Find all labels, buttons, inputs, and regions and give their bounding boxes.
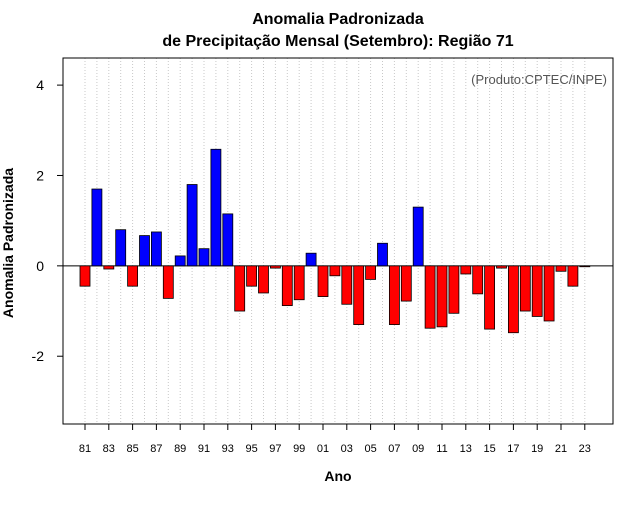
x-tick-label: 03 (341, 443, 353, 455)
bar-20 (543, 265, 555, 322)
bar-90 (186, 184, 198, 267)
bar-02 (329, 265, 341, 277)
x-tick-label: 99 (293, 443, 305, 455)
bar-94 (234, 265, 246, 312)
bar-03 (341, 265, 353, 305)
bar-84 (115, 229, 127, 267)
bar-18 (519, 265, 531, 312)
x-tick-label: 21 (555, 443, 567, 455)
bar-17 (507, 265, 519, 334)
x-tick-label: 85 (126, 443, 138, 455)
bar-92 (210, 148, 222, 267)
y-tick-label: 2 (36, 167, 44, 183)
bar-12 (448, 265, 460, 314)
x-tick-label: 17 (507, 443, 519, 455)
x-tick-label: 93 (222, 443, 234, 455)
bar-07 (388, 265, 400, 325)
bar-10 (424, 265, 436, 329)
x-tick-label: 23 (579, 443, 591, 455)
x-tick-label: 95 (245, 443, 257, 455)
bar-96 (258, 265, 269, 294)
y-axis: -2 0 2 4 (32, 77, 63, 364)
bar-99 (293, 265, 305, 301)
bar-16 (496, 265, 507, 269)
bar-22 (567, 265, 579, 287)
bar-83 (103, 265, 115, 270)
y-tick-label: 0 (36, 258, 44, 274)
bar-08 (400, 265, 412, 302)
chart-title-line2: de Precipitação Mensal (Setembro): Regiã… (162, 33, 513, 50)
x-tick-label: 13 (460, 443, 472, 455)
credit-label: (Produto:CPTEC/INPE) (471, 72, 607, 87)
x-axis: 81 83 85 87 89 91 93 95 97 99 01 03 05 07 09 11 13 15 17 19… (79, 424, 591, 455)
bars-group (79, 148, 591, 334)
bar-11 (436, 265, 448, 328)
bar-06 (377, 242, 388, 267)
x-tick-label: 01 (317, 443, 329, 455)
x-tick-label: 11 (436, 443, 447, 455)
bar-98 (281, 265, 293, 307)
vertical-gridlines (84, 58, 586, 424)
bar-14 (472, 265, 484, 295)
bar-97 (269, 265, 281, 269)
bar-89 (174, 255, 186, 267)
bar-04 (353, 265, 365, 325)
x-tick-label: 89 (174, 443, 186, 455)
bar-21 (555, 265, 567, 272)
x-tick-label: 07 (388, 443, 400, 455)
x-tick-label: 81 (79, 443, 91, 455)
x-tick-label: 97 (269, 443, 281, 455)
x-tick-label: 91 (198, 443, 210, 455)
x-tick-label: 87 (150, 443, 162, 455)
y-tick-label: -2 (32, 348, 45, 364)
chart-title-line1: Anomalia Padronizada (252, 11, 424, 28)
y-tick-label: 4 (36, 77, 44, 93)
x-tick-label: 15 (483, 443, 495, 455)
plot-frame (62, 57, 614, 425)
bar-86 (139, 235, 150, 267)
bar-88 (162, 265, 174, 299)
bar-13 (460, 265, 472, 275)
x-tick-label: 19 (531, 443, 543, 455)
bar-19 (531, 265, 543, 317)
x-axis-label: Ano (324, 468, 351, 484)
bar-00 (305, 252, 317, 267)
bar-93 (222, 213, 234, 267)
bar-85 (127, 265, 138, 287)
bar-95 (246, 265, 258, 287)
x-tick-label: 09 (412, 443, 424, 455)
bar-05 (365, 265, 377, 280)
y-axis-label: Anomalia Padronizada (0, 168, 16, 318)
bar-23 (579, 265, 591, 268)
x-tick-label: 05 (364, 443, 376, 455)
x-tick-label: 83 (103, 443, 115, 455)
bar-01 (317, 265, 329, 297)
bar-81 (79, 265, 91, 287)
bar-91 (198, 248, 210, 267)
bar-82 (91, 188, 103, 267)
bar-15 (484, 265, 496, 330)
bar-09 (412, 206, 424, 267)
bar-87 (150, 231, 162, 267)
